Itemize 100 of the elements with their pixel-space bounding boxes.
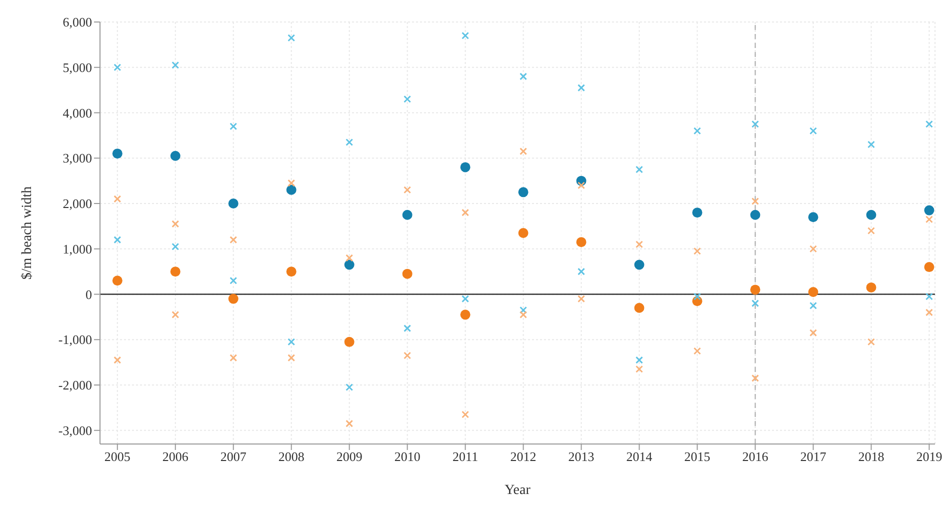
- x-tick-label: 2011: [452, 449, 478, 464]
- point: [694, 127, 702, 135]
- point: [751, 197, 759, 205]
- point: [636, 240, 644, 248]
- point: [751, 374, 759, 382]
- x-tick-label: 2010: [394, 449, 420, 464]
- point: [230, 122, 238, 130]
- point: [578, 182, 586, 190]
- point: [634, 302, 644, 313]
- point: [578, 84, 586, 92]
- y-axis-title: $/m beach width: [20, 186, 35, 280]
- x-tick-label: 2005: [104, 449, 130, 464]
- point: [578, 295, 586, 303]
- y-tick-label: 6,000: [62, 14, 92, 30]
- point: [112, 276, 122, 286]
- x-tick-label: 2018: [858, 449, 884, 464]
- point: [286, 184, 296, 195]
- point: [346, 384, 354, 392]
- point: [172, 61, 180, 69]
- point: [636, 166, 644, 174]
- point: [114, 356, 122, 364]
- point: [114, 236, 122, 244]
- point: [346, 420, 354, 428]
- point: [809, 329, 817, 337]
- point: [809, 245, 817, 253]
- point: [230, 354, 238, 362]
- point: [288, 34, 296, 42]
- point: [520, 148, 528, 156]
- point: [520, 72, 528, 80]
- point: [925, 308, 933, 316]
- x-tick-label: 2017: [800, 449, 827, 464]
- point: [925, 292, 933, 300]
- y-tick-label: 5,000: [62, 60, 92, 75]
- x-tick-label: 2008: [278, 449, 304, 464]
- point: [520, 310, 528, 318]
- point: [867, 140, 875, 148]
- point: [808, 286, 818, 297]
- point: [462, 295, 470, 303]
- point: [228, 294, 238, 304]
- point: [402, 268, 412, 279]
- point: [750, 284, 760, 295]
- x-tick-label: 2013: [568, 449, 594, 464]
- point: [518, 228, 528, 238]
- point: [636, 356, 644, 364]
- x-tick-label: 2012: [510, 449, 536, 464]
- point: [172, 220, 180, 228]
- point: [402, 210, 412, 220]
- point: [694, 292, 702, 300]
- point: [112, 148, 122, 159]
- point: [404, 324, 412, 332]
- x-tick-label: 2019: [916, 449, 942, 464]
- point: [346, 254, 354, 262]
- point: [518, 187, 528, 198]
- y-tick-label: 3,000: [62, 150, 92, 166]
- point: [924, 205, 934, 216]
- point: [346, 138, 354, 146]
- point: [520, 306, 528, 314]
- point: [230, 236, 238, 244]
- point: [170, 266, 180, 277]
- point: [751, 300, 759, 308]
- y-tick-label: 4,000: [62, 105, 92, 120]
- point: [808, 212, 818, 222]
- point: [114, 64, 122, 72]
- x-axis-title: Year: [504, 483, 531, 498]
- x-tick-label: 2007: [220, 449, 247, 464]
- point: [228, 198, 238, 209]
- point: [576, 237, 586, 248]
- x-tick-label: 2009: [336, 449, 362, 464]
- point: [925, 120, 933, 128]
- y-tick-label: -2,000: [58, 378, 92, 393]
- point: [288, 179, 296, 187]
- point: [172, 310, 180, 318]
- point: [578, 268, 586, 276]
- point: [462, 32, 470, 40]
- point: [114, 195, 122, 203]
- point: [692, 208, 702, 218]
- x-tick-label: 2015: [684, 449, 710, 464]
- point: [462, 208, 470, 216]
- point: [694, 347, 702, 355]
- point: [924, 262, 934, 272]
- y-tick-label: 1,000: [62, 241, 92, 256]
- point: [286, 266, 296, 277]
- point: [867, 338, 875, 346]
- point: [636, 365, 644, 373]
- point: [344, 260, 354, 270]
- point: [751, 120, 759, 128]
- x-tick-label: 2014: [626, 449, 653, 464]
- x-tick-label: 2006: [162, 449, 189, 464]
- point: [750, 210, 760, 220]
- point: [404, 95, 412, 103]
- point: [170, 150, 180, 161]
- point: [634, 260, 644, 270]
- point: [460, 162, 470, 172]
- point: [809, 302, 817, 310]
- point: [866, 282, 876, 292]
- point: [809, 127, 817, 135]
- y-tick-label: -1,000: [58, 332, 92, 348]
- point: [344, 336, 354, 347]
- point: [866, 210, 876, 220]
- point: [867, 226, 875, 234]
